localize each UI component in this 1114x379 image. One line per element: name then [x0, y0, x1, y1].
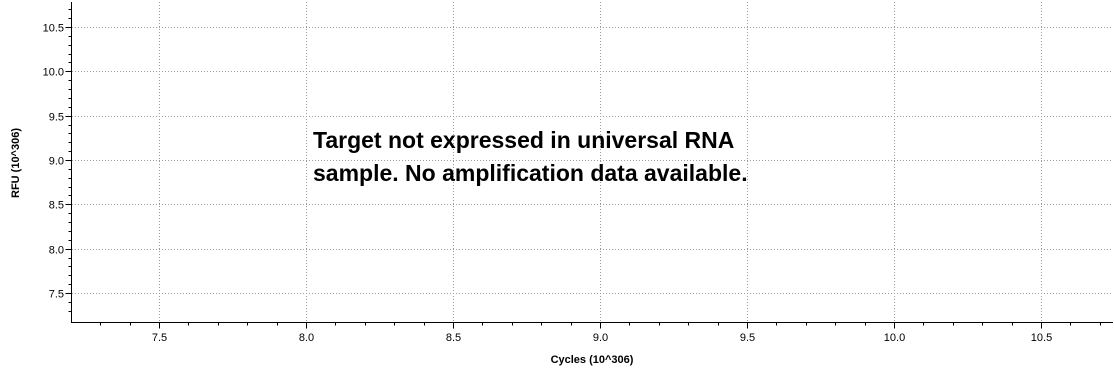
x-tick-label: 8.0: [299, 332, 314, 344]
y-tick-label: 9.5: [49, 112, 64, 124]
no-data-message-line-2: sample. No amplification data available.: [313, 160, 748, 186]
x-tick-label: 7.5: [152, 332, 167, 344]
grid-layer: [72, 2, 1113, 322]
tick-label-layer: 7.5 8.0 8.5 9.0 9.5 10.0 10.5 10.5 10.0 9.5 9.0 8.5…: [43, 23, 1053, 345]
x-tick-label: 10.5: [1031, 332, 1052, 344]
x-tick-label: 8.5: [446, 332, 461, 344]
y-tick-label: 10.0: [43, 67, 64, 79]
y-tick-label: 9.0: [49, 156, 64, 168]
y-tick-label: 7.5: [49, 289, 64, 301]
x-tick-label: 10.0: [884, 332, 905, 344]
x-axis-title: Cycles (10^306): [551, 354, 634, 366]
y-axis-title: RFU (10^306): [10, 128, 22, 198]
y-tick-label: 8.5: [49, 200, 64, 212]
y-tick-label: 8.0: [49, 245, 64, 257]
y-tick-label: 10.5: [43, 23, 64, 35]
major-tick-layer: [65, 27, 1042, 329]
no-data-message-line-1: Target not expressed in universal RNA: [313, 127, 734, 153]
x-tick-label: 9.5: [740, 332, 755, 344]
x-tick-label: 9.0: [593, 332, 608, 344]
